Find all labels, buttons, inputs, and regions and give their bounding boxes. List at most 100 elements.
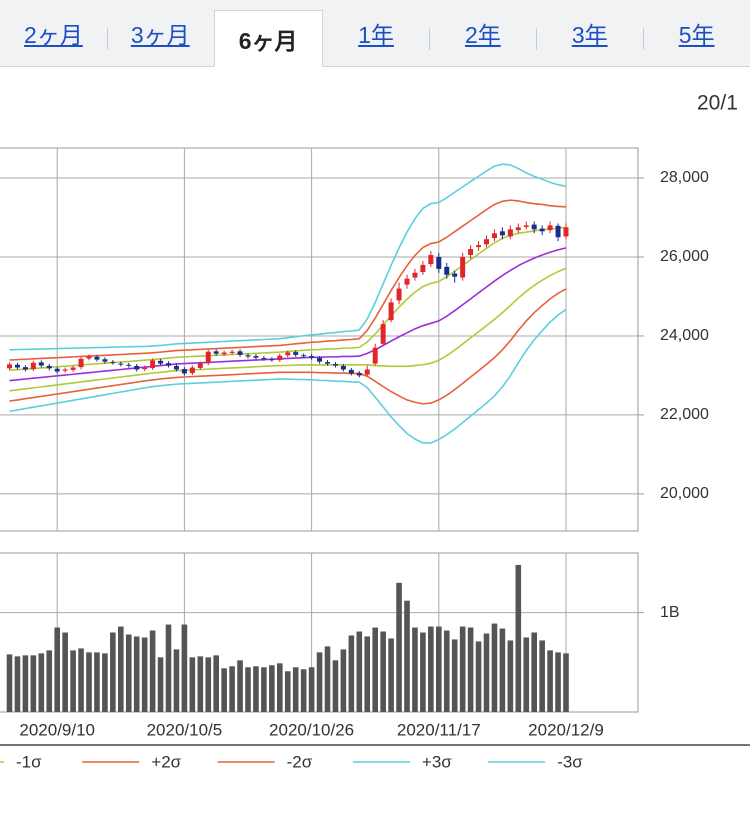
candle-body [221,352,227,355]
candle-body [340,365,346,370]
volume-bar [205,657,212,712]
volume-bar [428,626,434,712]
band-line [9,267,567,392]
x-tick-label: 2020/10/26 [269,720,354,739]
candle-body [491,233,497,239]
volume-bar [102,653,108,712]
band-line [9,247,567,382]
volume-bar [221,668,227,712]
candle-body [325,362,330,364]
candle-body [54,368,60,372]
volume-bar [78,648,84,712]
volume-bar [412,627,418,712]
candle-body [356,373,362,376]
candle-body [205,351,211,364]
candle-body [261,358,267,360]
candle-body [317,358,323,362]
candle-body [372,347,378,364]
candle-body [309,356,315,358]
candle-body [404,278,410,285]
candle-body [523,225,529,227]
volume-bar [253,666,259,712]
volume-bar [38,653,45,712]
volume-bar [388,638,394,712]
volume-bar [30,655,37,712]
candle-body [102,359,108,362]
period-tabs: 2ヶ月 3ヶ月 6ヶ月 1年 2年 3年 5年 [0,0,750,67]
volume-bar [292,667,299,712]
candle-body [420,264,426,272]
x-tick-label: 2020/11/17 [397,720,481,739]
period-tab[interactable]: 2年 [429,0,536,66]
candle-body [62,369,68,371]
candle-body [134,365,140,370]
volume-bar [547,650,553,712]
period-tab[interactable]: 5年 [643,0,750,66]
volume-bar [499,628,506,712]
candle-body [364,369,370,375]
volume-bar [173,649,180,712]
volume-bar [181,624,188,712]
candle-body [531,224,537,230]
volume-bar [515,564,522,712]
candle-body [539,228,545,232]
volume-bar [483,633,490,712]
period-tab[interactable]: 2ヶ月 [24,22,83,48]
volume-bar [125,634,132,712]
candle-body [412,272,418,278]
candle-body [245,355,251,357]
candle-body [293,352,299,355]
candle-body [142,367,148,370]
band-line [9,226,567,372]
volume-bar [46,650,53,712]
candle-body [78,358,84,368]
volume-bar [531,632,537,712]
candle-body [452,273,458,277]
volume-bar [261,667,267,712]
volume-bar [86,652,92,712]
volume-bar [269,665,275,712]
volume-bar [54,627,60,712]
volume-bar [165,624,172,712]
candle-body [507,229,513,237]
volume-bar [62,632,68,712]
volume-bar [6,654,13,712]
volume-bar [133,636,140,712]
volume-bar [110,632,116,712]
candle-body [150,360,156,368]
volume-bar [507,640,514,712]
candle-body [94,356,100,360]
band-line [9,308,567,444]
candle-body [396,288,402,301]
candle-body [444,266,450,275]
volume-bar [22,655,29,712]
candle-body [86,356,92,359]
date-label: 20/1 [697,92,738,115]
volume-bar [420,632,426,712]
period-tab[interactable]: 1年 [358,22,394,48]
volume-bar [467,627,474,712]
legend-label: -3σ [557,752,583,771]
volume-bar [356,631,363,712]
candle-body [460,256,466,278]
period-tab[interactable]: 3年 [536,0,643,66]
volume-bar [404,600,410,712]
volume-bar [245,667,251,712]
candle-body [380,324,386,344]
volume-bar [332,660,339,712]
candle-body [476,245,482,248]
candle-body [22,367,28,370]
band-line [9,288,567,405]
candle-body [118,363,124,365]
y-tick-label: 1B [660,604,680,621]
plot-frame [0,147,639,532]
volume-bar [372,627,378,712]
volume-bar [436,626,442,712]
candle-body [158,360,164,364]
candle-body [14,364,20,368]
candle-body [166,363,171,366]
period-tab[interactable]: 6ヶ月 [213,10,323,67]
legend-label: +2σ [151,752,181,771]
candle-body [499,231,505,236]
period-tab[interactable]: 3ヶ月 [106,0,214,66]
